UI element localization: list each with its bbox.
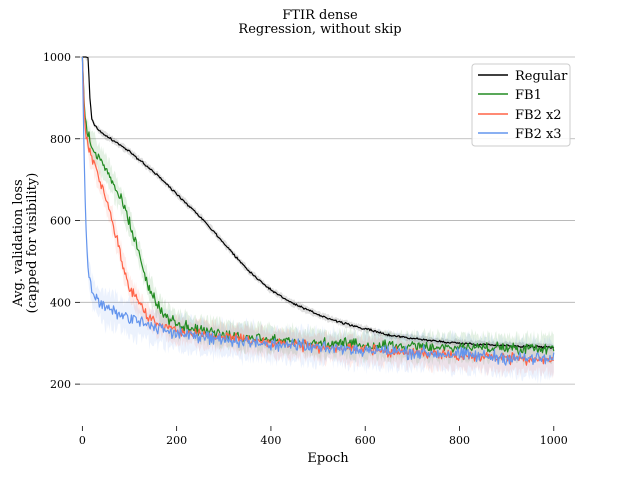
legend-label-fb2x3: FB2 x3: [515, 127, 562, 142]
series-line-regular: [82, 56, 555, 349]
x-axis-label: Epoch: [307, 451, 349, 466]
x-tick-label-1000: 1000: [540, 434, 568, 447]
y-tick-label-800: 800: [50, 133, 71, 146]
legend-label-fb2x2: FB2 x2: [515, 108, 562, 123]
chart-title: FTIR dense: [282, 8, 358, 23]
series-line-fb2x3: [81, 56, 555, 366]
legend: Regular FB1 FB2 x2 FB2 x3: [471, 63, 571, 147]
chart-subtitle: Regression, without skip: [238, 22, 401, 37]
band-fb2x3: [82, 57, 554, 384]
y-tick-label-1000: 1000: [43, 51, 71, 64]
x-tick-label-200: 200: [166, 434, 187, 447]
legend-frame: [471, 63, 571, 147]
legend-label-regular: Regular: [515, 69, 568, 84]
x-tick-label-600: 600: [355, 434, 376, 447]
y-tick-label-200: 200: [50, 378, 71, 391]
x-tick-label-400: 400: [260, 434, 281, 447]
x-tick-label-800: 800: [449, 434, 470, 447]
y-axis-label: Avg. validation loss: [11, 179, 26, 307]
y-axis-label-note: (capped for visibility): [25, 173, 40, 314]
y-tick-labels: 200 400 600 800 1000: [43, 51, 80, 391]
legend-label-fb1: FB1: [515, 88, 542, 103]
y-tick-label-400: 400: [50, 296, 71, 309]
series-lines: [81, 56, 555, 366]
y-tick-label-600: 600: [50, 215, 71, 228]
x-tick-label-0: 0: [79, 434, 86, 447]
x-tick-labels: 0 200 400 600 800 1000: [79, 426, 568, 447]
